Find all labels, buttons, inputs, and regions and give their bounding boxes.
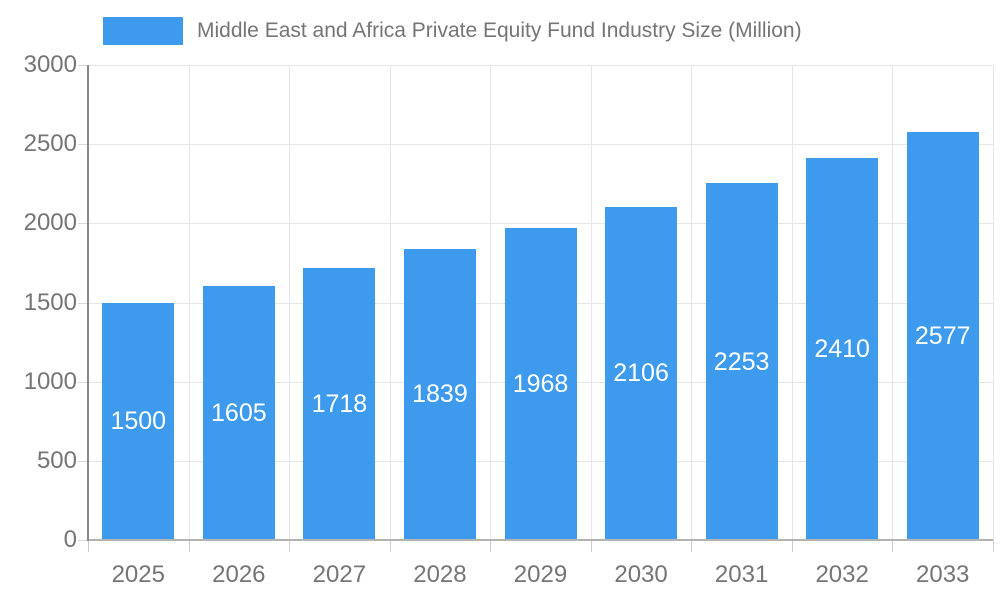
bar-value-label: 1839 bbox=[412, 380, 468, 409]
y-axis-tick bbox=[78, 65, 88, 66]
x-axis-tick bbox=[892, 540, 894, 552]
bar[interactable] bbox=[504, 228, 577, 540]
bar[interactable] bbox=[605, 206, 678, 540]
y-axis-label: 3000 bbox=[23, 51, 77, 78]
y-axis-label: 500 bbox=[36, 446, 77, 474]
x-axis-label: 2031 bbox=[714, 561, 769, 588]
y-axis-label: 1000 bbox=[23, 367, 77, 395]
y-axis-tick bbox=[78, 460, 88, 462]
bar[interactable] bbox=[202, 285, 275, 540]
x-axis-label: 2033 bbox=[916, 561, 970, 588]
bar-value-label: 2410 bbox=[814, 335, 870, 364]
x-axis-tick bbox=[993, 540, 994, 552]
bar[interactable] bbox=[102, 302, 175, 540]
legend: Middle East and Africa Private Equity Fu… bbox=[103, 17, 802, 45]
y-axis-tick bbox=[78, 302, 88, 304]
bar-value-label: 1500 bbox=[110, 407, 167, 436]
x-axis-tick bbox=[590, 540, 592, 552]
y-axis-tick bbox=[78, 144, 88, 146]
chart-title: Middle East and Africa Private Equity Fu… bbox=[197, 19, 802, 42]
y-axis-tick bbox=[78, 540, 88, 541]
y-axis-tick bbox=[78, 223, 88, 225]
x-axis-label: 2026 bbox=[212, 561, 266, 588]
x-axis-tick bbox=[389, 540, 391, 552]
x-axis-tick bbox=[188, 540, 190, 552]
x-axis-tick bbox=[791, 540, 793, 552]
bar[interactable] bbox=[705, 183, 778, 540]
bar-value-label: 2106 bbox=[613, 359, 669, 388]
gridline-horizontal bbox=[88, 144, 993, 146]
x-axis-label: 2027 bbox=[312, 561, 367, 588]
gridline-horizontal bbox=[88, 223, 993, 225]
bar-value-label: 1605 bbox=[211, 398, 267, 427]
x-axis-tick bbox=[691, 540, 693, 552]
x-axis-baseline bbox=[88, 539, 993, 541]
bar-value-label: 1968 bbox=[512, 370, 569, 399]
y-axis-line bbox=[87, 65, 89, 541]
bar[interactable] bbox=[806, 158, 879, 540]
y-axis-tick bbox=[78, 381, 88, 383]
legend-swatch bbox=[103, 17, 183, 45]
x-axis-tick bbox=[490, 540, 492, 552]
gridline-vertical bbox=[993, 65, 994, 540]
x-axis-label: 2030 bbox=[614, 561, 668, 588]
bar[interactable] bbox=[303, 267, 376, 540]
bar-value-label: 2577 bbox=[914, 321, 971, 350]
x-axis-label: 2025 bbox=[111, 561, 165, 588]
x-axis-tick bbox=[289, 540, 291, 552]
y-axis-label: 2000 bbox=[23, 209, 77, 237]
x-axis-label: 2029 bbox=[513, 561, 568, 588]
y-axis-label: 2500 bbox=[23, 130, 77, 158]
bar[interactable] bbox=[403, 248, 476, 540]
bar[interactable] bbox=[906, 131, 979, 540]
x-axis-label: 2032 bbox=[815, 561, 869, 588]
bar-value-label: 1718 bbox=[311, 389, 368, 418]
y-axis-label: 1500 bbox=[23, 288, 77, 316]
bar-value-label: 2253 bbox=[713, 347, 770, 376]
gridline-horizontal bbox=[88, 65, 993, 66]
x-axis-label: 2028 bbox=[413, 561, 467, 588]
x-axis-tick bbox=[88, 540, 89, 552]
y-axis-label: 0 bbox=[63, 526, 77, 553]
